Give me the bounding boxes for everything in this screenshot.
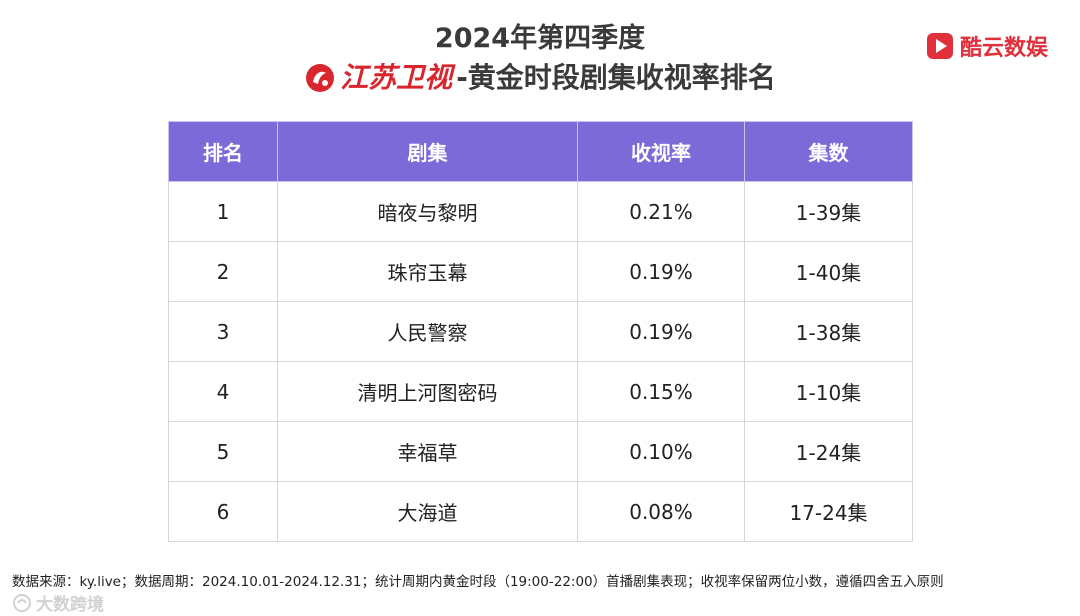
channel-name: 江苏卫视 bbox=[340, 61, 453, 94]
rating-cell: 0.19% bbox=[577, 241, 745, 302]
table-row: 5 幸福草 0.10% 1-24集 bbox=[168, 421, 913, 482]
table-row: 4 清明上河图密码 0.15% 1-10集 bbox=[168, 361, 913, 422]
rating-cell: 0.21% bbox=[577, 181, 745, 242]
title-rest: -黄金时段剧集收视率排名 bbox=[456, 61, 776, 94]
page-subtitle: 江苏卫视 -黄金时段剧集收视率排名 bbox=[0, 58, 1080, 98]
episodes-cell: 1-39集 bbox=[744, 181, 913, 242]
series-cell: 清明上河图密码 bbox=[277, 361, 578, 422]
col-header-series: 剧集 bbox=[277, 121, 578, 182]
rating-cell: 0.08% bbox=[577, 481, 745, 542]
table-row: 6 大海道 0.08% 17-24集 bbox=[168, 481, 913, 542]
rating-cell: 0.15% bbox=[577, 361, 745, 422]
rating-cell: 0.19% bbox=[577, 301, 745, 362]
col-header-episodes: 集数 bbox=[744, 121, 913, 182]
rank-cell: 4 bbox=[168, 361, 278, 422]
jiangsu-tv-logo-icon bbox=[306, 64, 335, 92]
source-footnote: 数据来源：ky.live；数据周期：2024.10.01-2024.12.31；… bbox=[12, 574, 944, 590]
episodes-cell: 17-24集 bbox=[744, 481, 913, 542]
table-row: 2 珠帘玉幕 0.19% 1-40集 bbox=[168, 241, 913, 302]
episodes-cell: 1-24集 bbox=[744, 421, 913, 482]
table-row: 1 暗夜与黎明 0.21% 1-39集 bbox=[168, 181, 913, 242]
brand-name: 酷云数娱 bbox=[959, 36, 1048, 61]
title-block: 2024年第四季度 江苏卫视 -黄金时段剧集收视率排名 bbox=[0, 20, 1080, 98]
rank-cell: 2 bbox=[168, 241, 278, 302]
series-cell: 人民警察 bbox=[277, 301, 578, 362]
episodes-cell: 1-10集 bbox=[744, 361, 913, 422]
rank-cell: 1 bbox=[168, 181, 278, 242]
series-cell: 暗夜与黎明 bbox=[277, 181, 578, 242]
ranking-table: 排名 剧集 收视率 集数 1 暗夜与黎明 0.21% 1-39集 2 珠帘玉幕 … bbox=[168, 121, 913, 542]
rank-cell: 5 bbox=[168, 421, 278, 482]
col-header-rank: 排名 bbox=[168, 121, 278, 182]
col-header-rating: 收视率 bbox=[577, 121, 745, 182]
episodes-cell: 1-40集 bbox=[744, 241, 913, 302]
table-row: 3 人民警察 0.19% 1-38集 bbox=[168, 301, 913, 362]
watermark-logo-icon bbox=[13, 593, 31, 612]
brand-logo: 酷云数娱 bbox=[926, 30, 1048, 62]
watermark-text: 大数跨境 bbox=[36, 595, 104, 615]
rank-cell: 3 bbox=[168, 301, 278, 362]
page-title: 2024年第四季度 bbox=[434, 23, 646, 54]
table-header-row: 排名 剧集 收视率 集数 bbox=[168, 121, 913, 182]
watermark: 大数跨境 bbox=[12, 590, 104, 615]
series-cell: 幸福草 bbox=[277, 421, 578, 482]
series-cell: 珠帘玉幕 bbox=[277, 241, 578, 302]
series-cell: 大海道 bbox=[277, 481, 578, 542]
rating-cell: 0.10% bbox=[577, 421, 745, 482]
play-triangle-icon bbox=[926, 33, 953, 59]
rank-cell: 6 bbox=[168, 481, 278, 542]
episodes-cell: 1-38集 bbox=[744, 301, 913, 362]
